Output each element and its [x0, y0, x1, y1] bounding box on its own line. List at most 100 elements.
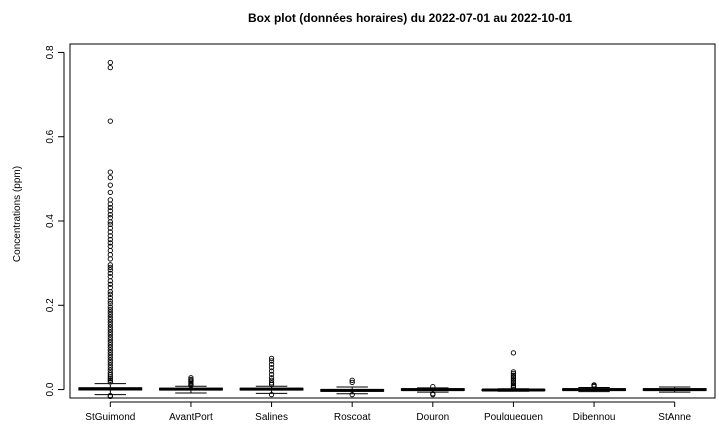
outlier-point [107, 174, 113, 181]
x-tick-label: Salines [255, 412, 288, 420]
outlier-point [107, 352, 113, 358]
outlier-point [268, 365, 275, 371]
outlier-point [107, 189, 113, 195]
outlier-point [107, 334, 113, 340]
outlier-point [107, 339, 113, 346]
outlier-point [107, 295, 113, 301]
outlier-point [107, 298, 113, 304]
outlier-point [510, 381, 517, 387]
outlier-point [107, 332, 113, 338]
outlier-point [107, 281, 113, 287]
outlier-point [107, 252, 113, 258]
outlier-point [107, 214, 113, 221]
outlier-point [107, 204, 113, 211]
outlier-point [268, 391, 275, 398]
outlier-point [107, 236, 113, 243]
y-axis-label: Concentrations (ppm) [12, 166, 23, 262]
chart-title: Box plot (données horaires) du 2022-07-0… [248, 11, 572, 25]
outlier-point [107, 362, 113, 368]
outlier-point [107, 304, 113, 310]
outlier-point [107, 197, 113, 203]
x-tick-label: Douron [416, 412, 449, 420]
outlier-point [510, 375, 517, 382]
x-tick-label: StAnne [658, 412, 691, 420]
outlier-point [107, 374, 113, 380]
outlier-point [107, 354, 113, 361]
outlier-point [107, 365, 113, 371]
outlier-point [510, 370, 517, 377]
x-tick-label: AvantPort [169, 412, 213, 420]
outlier-point [107, 375, 113, 382]
outlier-point [107, 256, 113, 262]
outlier-point [107, 182, 113, 188]
outlier-point [107, 233, 113, 239]
outlier-point [107, 311, 113, 318]
outlier-point [107, 316, 113, 323]
outlier-point [107, 322, 113, 328]
outlier-point [107, 201, 113, 207]
outlier-point [107, 372, 113, 378]
outlier-point [107, 309, 113, 315]
outlier-point [107, 289, 113, 295]
outlier-point [268, 380, 275, 386]
x-tick-label: Roscoat [334, 412, 371, 420]
outlier-point [430, 391, 436, 398]
outlier-point [107, 329, 113, 335]
outlier-point [510, 374, 517, 380]
box-Salines [239, 355, 304, 398]
box-Douron [400, 383, 465, 398]
outlier-point [107, 262, 113, 268]
outlier-point [107, 344, 113, 351]
outlier-point [107, 59, 113, 66]
outlier-point [107, 342, 113, 348]
outlier-point [107, 169, 113, 175]
outlier-point [107, 314, 113, 320]
outlier-point [107, 264, 113, 271]
outlier-point [349, 391, 355, 398]
outlier-point [107, 229, 113, 235]
outlier-point [107, 219, 113, 225]
outlier-point [430, 383, 436, 390]
outlier-point [107, 278, 113, 284]
outlier-point [107, 208, 113, 214]
outlier-point [107, 267, 113, 273]
y-tick-label: 0.6 [45, 129, 56, 143]
outlier-point [268, 355, 275, 362]
outlier-point [268, 368, 275, 374]
outlier-point [510, 377, 517, 383]
x-tick-label: Dibennou [573, 412, 616, 420]
outlier-point [107, 337, 113, 343]
outlier-point [107, 225, 113, 231]
outlier-point [268, 371, 275, 378]
x-axis: StGuimond AvantPort Salines Roscoat Douron Po… [85, 401, 692, 423]
outlier-point [107, 300, 113, 307]
x-tick-label: StGuimond [85, 412, 135, 420]
outlier-point [107, 324, 113, 330]
y-axis: 0.0 0.2 0.4 0.6 0.8 [45, 45, 65, 397]
outlier-point [188, 382, 194, 389]
y-tick-label: 0.4 [45, 214, 56, 228]
outlier-point [107, 327, 113, 333]
outlier-point [107, 118, 113, 124]
outlier-point [107, 270, 113, 276]
outlier-point [510, 369, 517, 375]
box-Dibennou [562, 382, 627, 393]
outlier-point [107, 349, 113, 356]
box-StAnne [642, 386, 707, 393]
plot-frame [69, 43, 716, 399]
outlier-point [510, 350, 517, 356]
box-Poulgueguen [481, 350, 546, 392]
outlier-point [107, 377, 113, 383]
box-Roscoat [320, 377, 385, 398]
outlier-point [268, 358, 275, 364]
outlier-point [107, 212, 113, 218]
outlier-point [107, 393, 113, 399]
outlier-point [591, 383, 597, 390]
outlier-point [107, 347, 113, 353]
outlier-point [107, 291, 113, 297]
outlier-point [349, 377, 355, 383]
outlier-point [107, 240, 113, 246]
outlier-point [510, 372, 517, 378]
